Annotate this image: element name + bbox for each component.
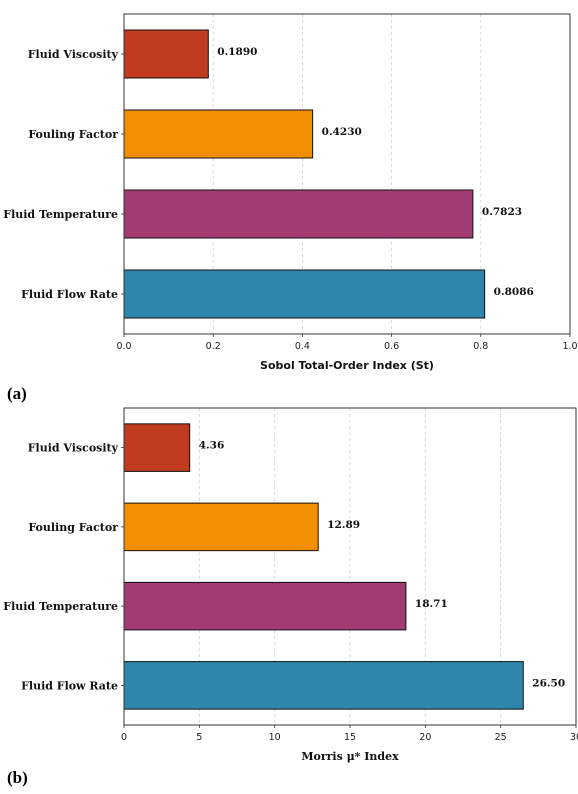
x-tick-label: 0.2 <box>206 341 221 352</box>
x-tick-label: 10 <box>269 732 281 743</box>
category-label: Fluid Temperature <box>3 208 118 221</box>
bar <box>123 269 486 319</box>
panel-label-b: (b) <box>7 768 28 787</box>
x-tick-label: 0 <box>121 732 127 743</box>
value-label: 12.89 <box>327 519 360 531</box>
x-tick-label: 20 <box>419 732 431 743</box>
x-tick-label: 5 <box>196 732 202 743</box>
x-tick-label: 1.0 <box>562 341 577 352</box>
bar <box>123 661 524 710</box>
value-label: 0.1890 <box>217 46 257 58</box>
x-tick-label: 30 <box>570 732 578 743</box>
x-tick-label: 15 <box>344 732 356 743</box>
x-axis-title: Morris μ* Index <box>301 750 399 763</box>
value-label: 4.36 <box>199 440 225 452</box>
x-tick-label: 0.6 <box>384 341 399 352</box>
value-label: 18.71 <box>415 598 448 610</box>
category-label: Fouling Factor <box>28 128 118 141</box>
x-tick-label: 0.0 <box>116 341 131 352</box>
bar <box>123 423 191 472</box>
value-label: 0.4230 <box>322 126 362 138</box>
value-label: 0.8086 <box>494 286 534 298</box>
x-tick-label: 0.4 <box>295 341 310 352</box>
chart-sobol: Fluid Viscosity 0.1890 Fouling Factor 0.423… <box>3 13 578 372</box>
bar <box>123 189 474 239</box>
category-label: Fouling Factor <box>28 521 118 534</box>
category-label: Fluid Viscosity <box>28 48 119 61</box>
x-tick-label: 0.8 <box>473 341 488 352</box>
bar <box>123 581 407 631</box>
value-label: 26.50 <box>532 677 565 689</box>
bar <box>123 29 209 79</box>
category-label: Fluid Flow Rate <box>21 288 118 301</box>
panel-label-a: (a) <box>7 384 27 403</box>
x-tick-label: 25 <box>495 732 507 743</box>
category-label: Fluid Viscosity <box>28 442 119 455</box>
bar <box>123 502 319 552</box>
category-label: Fluid Temperature <box>3 600 118 613</box>
plot-frame <box>123 13 571 335</box>
x-axis-title: Sobol Total-Order Index (St) <box>260 359 434 372</box>
value-label: 0.7823 <box>482 206 522 218</box>
category-label: Fluid Flow Rate <box>21 679 118 692</box>
